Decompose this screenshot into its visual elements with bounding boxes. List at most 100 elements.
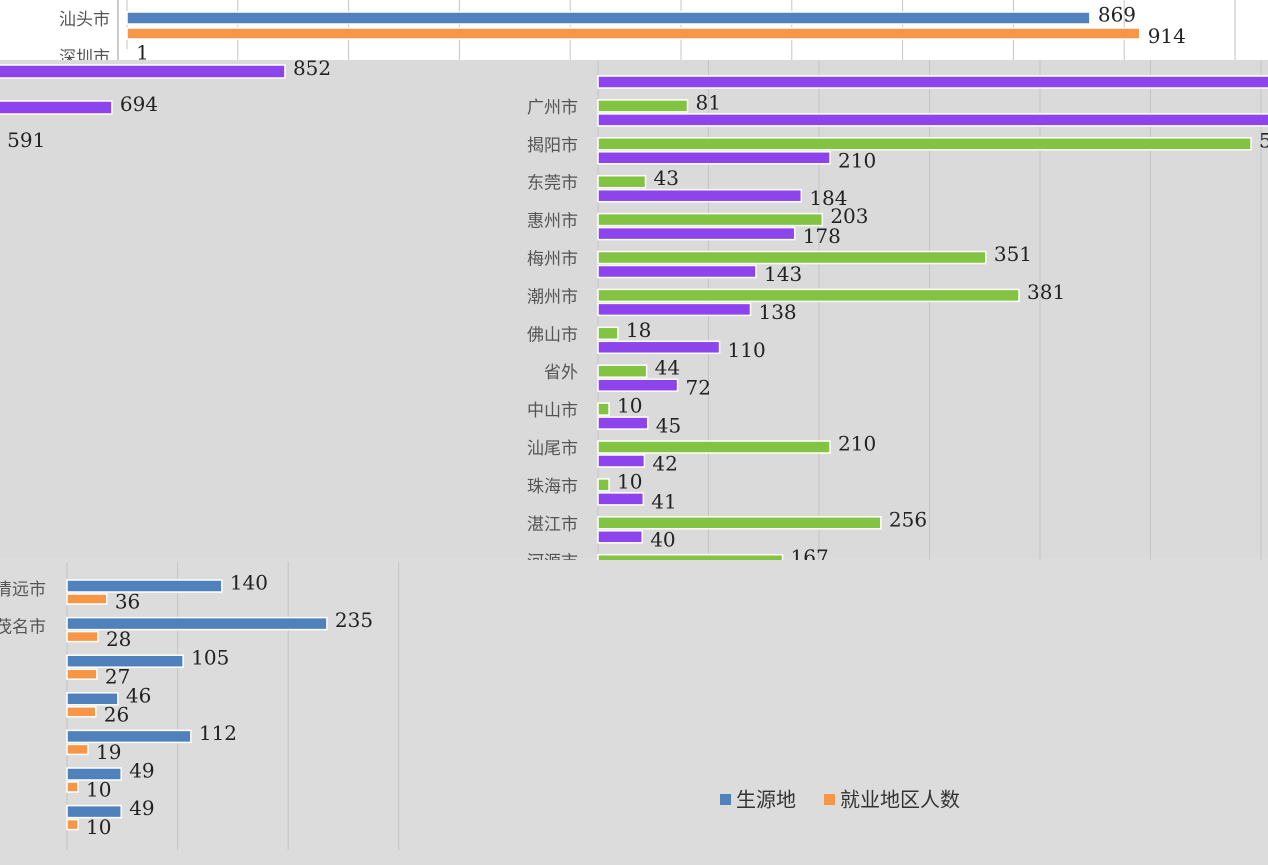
bar bbox=[597, 212, 824, 227]
bar bbox=[597, 440, 831, 454]
category-label: 深圳市 bbox=[59, 48, 110, 68]
category-label: 河源市 bbox=[527, 553, 578, 573]
category-label: 汕尾市 bbox=[527, 439, 578, 459]
bar bbox=[597, 137, 1252, 151]
value-label: 44 bbox=[655, 356, 680, 380]
bar bbox=[597, 151, 831, 165]
value-label: 46 bbox=[126, 683, 151, 707]
bar bbox=[126, 27, 1141, 40]
bar bbox=[597, 188, 803, 203]
category-label: 揭阳市 bbox=[527, 136, 578, 156]
bar bbox=[597, 492, 645, 506]
bar bbox=[66, 706, 97, 718]
category-label: 潮州市 bbox=[527, 287, 578, 307]
bar bbox=[66, 630, 99, 643]
bar bbox=[0, 100, 113, 115]
value-label: 178 bbox=[803, 224, 841, 248]
value-label: 42 bbox=[652, 452, 677, 476]
chart-fragment: 汕头市 869 914 深圳市 1 bbox=[59, 0, 1235, 68]
bar bbox=[597, 516, 882, 530]
bar bbox=[66, 593, 108, 605]
bar bbox=[597, 264, 757, 279]
legend-label: 就业地区人数 bbox=[840, 788, 960, 812]
bar bbox=[597, 378, 679, 392]
bar bbox=[126, 49, 129, 60]
bar bbox=[66, 818, 79, 831]
value-label: 184 bbox=[809, 186, 847, 210]
category-label: 清远市 bbox=[0, 580, 46, 600]
value-label: 10 bbox=[617, 469, 642, 493]
value-label: 28 bbox=[106, 627, 131, 651]
value-label: 256 bbox=[889, 507, 927, 531]
bottom-panel bbox=[0, 558, 1268, 865]
category-label: 茂名市 bbox=[0, 618, 46, 638]
value-label: 203 bbox=[830, 204, 868, 228]
legend-swatch bbox=[720, 794, 731, 805]
value-label: 235 bbox=[335, 608, 373, 632]
value-label: 27 bbox=[105, 665, 130, 689]
value-label: 41 bbox=[651, 489, 676, 513]
category-label: 东莞市 bbox=[527, 174, 578, 194]
bar bbox=[597, 402, 610, 416]
value-label: 694 bbox=[120, 92, 158, 116]
bar bbox=[597, 113, 1268, 127]
value-label: 210 bbox=[838, 432, 876, 456]
bar bbox=[597, 553, 784, 560]
value-label: 105 bbox=[191, 646, 229, 670]
value-label: 351 bbox=[994, 242, 1032, 266]
bar bbox=[597, 302, 752, 317]
value-label: 167 bbox=[791, 545, 829, 569]
value-label: 591 bbox=[7, 128, 45, 152]
bar bbox=[126, 11, 1091, 25]
bar bbox=[597, 226, 796, 241]
value-label: 72 bbox=[686, 376, 711, 400]
bar bbox=[597, 250, 987, 265]
value-label: 138 bbox=[758, 300, 796, 324]
bar bbox=[597, 340, 721, 355]
value-label: 112 bbox=[199, 721, 237, 745]
value-label: 81 bbox=[696, 90, 721, 114]
value-label: 40 bbox=[650, 527, 675, 551]
bar bbox=[66, 654, 184, 668]
value-label: 43 bbox=[654, 166, 679, 190]
category-label: 湛江市 bbox=[527, 515, 578, 535]
category-label: 珠海市 bbox=[527, 477, 578, 497]
bar bbox=[597, 364, 648, 378]
category-label: 佛山市 bbox=[527, 325, 578, 345]
value-label: 1 bbox=[136, 41, 149, 65]
value-label: 210 bbox=[838, 148, 876, 172]
bar bbox=[0, 64, 286, 79]
legend-swatch bbox=[824, 794, 835, 805]
value-label: 45 bbox=[656, 414, 681, 438]
bar bbox=[66, 668, 98, 680]
chart-fragment: 852 694 591 bbox=[0, 56, 331, 152]
category-label: 梅州市 bbox=[527, 250, 578, 270]
bar bbox=[597, 478, 610, 492]
category-label: 广州市 bbox=[527, 98, 578, 118]
bar bbox=[597, 75, 1268, 89]
bar bbox=[66, 729, 192, 744]
bar bbox=[597, 99, 689, 113]
value-label: 10 bbox=[86, 778, 111, 802]
value-label: 591 bbox=[1259, 128, 1268, 152]
value-label: 143 bbox=[764, 262, 802, 286]
category-label: 惠州市 bbox=[527, 212, 578, 232]
value-label: 49 bbox=[129, 759, 154, 783]
bar bbox=[66, 804, 122, 819]
bar bbox=[66, 579, 223, 593]
value-label: 852 bbox=[293, 56, 331, 80]
bar bbox=[597, 174, 647, 189]
bar bbox=[66, 767, 122, 781]
bar bbox=[66, 743, 89, 756]
category-label: 汕头市 bbox=[59, 10, 110, 30]
value-label: 36 bbox=[115, 590, 140, 614]
value-label: 110 bbox=[728, 338, 766, 362]
category-label: 省外 bbox=[544, 363, 578, 383]
value-label: 381 bbox=[1027, 280, 1065, 304]
category-label: 中山市 bbox=[527, 401, 578, 421]
legend-label: 生源地 bbox=[736, 788, 796, 812]
bar bbox=[597, 530, 643, 544]
